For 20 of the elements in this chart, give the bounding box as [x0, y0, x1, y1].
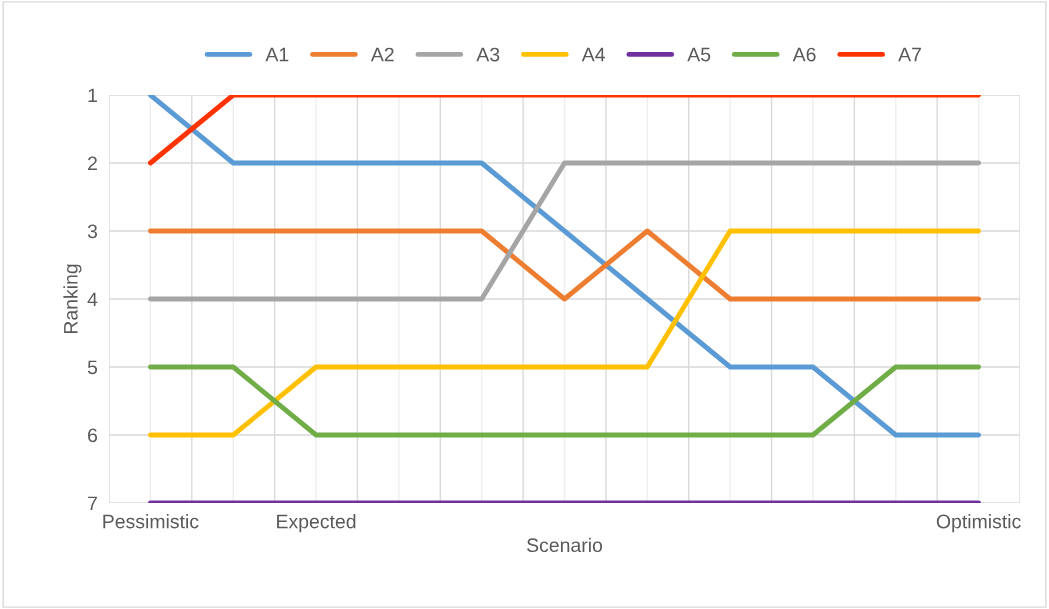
legend-label: A6: [792, 47, 816, 62]
y-tick-label: 7: [88, 496, 97, 511]
y-tick-label: 1: [88, 88, 97, 103]
legend-label: A1: [265, 47, 289, 62]
x-tick-label: Pessimistic: [103, 514, 199, 529]
y-tick-label: 2: [88, 156, 97, 171]
line-series: [147, 95, 982, 438]
x-tick-label: Expected: [277, 514, 356, 533]
legend-label: A7: [898, 47, 921, 62]
y-tick-label: 3: [87, 224, 98, 239]
legend-label: A4: [581, 47, 605, 62]
legend-label: A3: [476, 47, 500, 62]
x-tick-label: Optimistic: [936, 514, 1021, 533]
legend-label: A2: [370, 47, 394, 62]
y-tick-label: 4: [87, 292, 98, 307]
x-axis-title: Scenario: [527, 537, 603, 553]
legend-label: A5: [687, 47, 711, 62]
y-tick-label: 6: [88, 428, 98, 443]
y-axis-title: Ranking: [63, 264, 82, 334]
y-tick-label: 5: [87, 360, 98, 375]
